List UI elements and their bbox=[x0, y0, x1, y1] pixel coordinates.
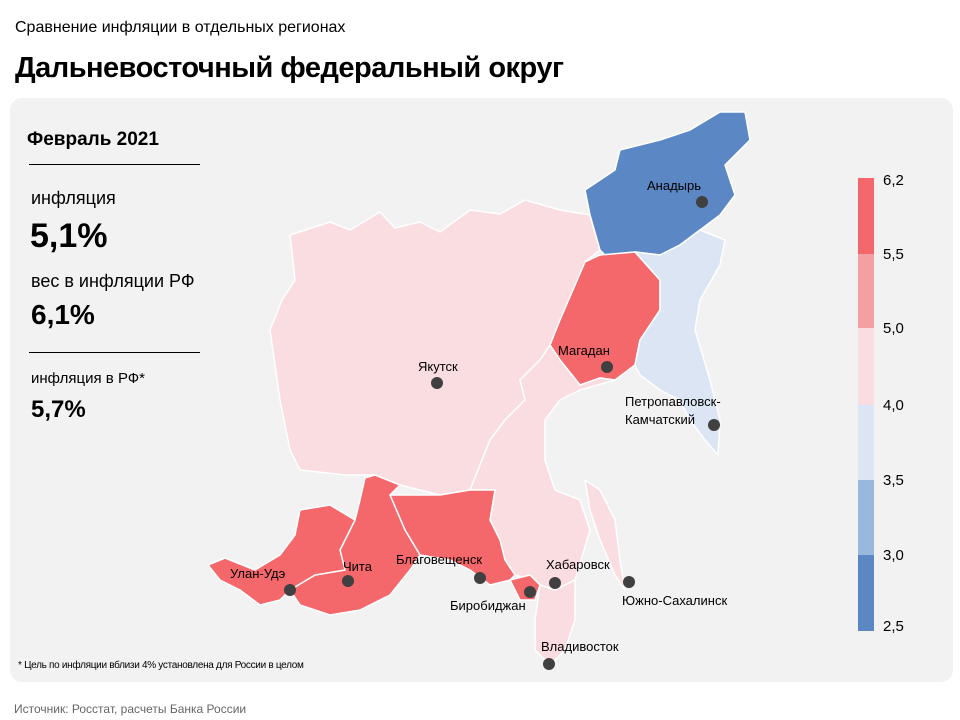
city-birobidzhan: Биробиджан bbox=[450, 598, 526, 613]
footnote: * Цель по инфляции вблизи 4% установлена… bbox=[18, 660, 304, 671]
inflation-label: инфляция bbox=[31, 188, 116, 208]
legend-tick: 5,5 bbox=[883, 246, 904, 263]
rf-inflation-value: 5,7% bbox=[31, 396, 86, 423]
region-amur bbox=[389, 489, 516, 586]
legend-swatch bbox=[858, 328, 874, 405]
weight-value: 6,1% bbox=[31, 299, 95, 330]
divider bbox=[29, 352, 200, 353]
legend-tick: 5,0 bbox=[883, 320, 904, 337]
city-ulan-ude: Улан-Удэ bbox=[230, 566, 286, 581]
legend-swatch bbox=[858, 254, 874, 328]
city-magadan: Магадан bbox=[558, 343, 610, 358]
supertitle: Сравнение инфляции в отдельных регионах bbox=[15, 19, 346, 36]
city-vladivostok: Владивосток bbox=[541, 639, 619, 654]
city-petropavlovsk: Петропавловск-Камчатский bbox=[625, 394, 721, 427]
city-chita: Чита bbox=[343, 559, 372, 574]
city-anadyr: Анадырь bbox=[647, 178, 702, 193]
region-kamchatka bbox=[634, 229, 726, 456]
legend-swatch bbox=[858, 178, 874, 254]
legend-swatch bbox=[858, 555, 874, 631]
weight-label: вес в инфляции РФ bbox=[31, 271, 195, 291]
inflation-value: 5,1% bbox=[30, 217, 108, 255]
source-note: Источник: Росстат, расчеты Банка России bbox=[14, 702, 247, 716]
city-khabarovsk: Хабаровск bbox=[546, 557, 610, 572]
legend-colorbar bbox=[858, 178, 874, 631]
city-yuzhno-sakhalinsk: Южно-Сахалинск bbox=[622, 593, 728, 608]
page-title: Дальневосточный федеральный округ bbox=[15, 52, 564, 84]
legend-tick: 2,5 bbox=[883, 618, 904, 635]
legend-tick: 3,0 bbox=[883, 547, 904, 564]
legend-tick: 3,5 bbox=[883, 472, 904, 489]
region-primorye bbox=[534, 579, 576, 666]
legend-swatch bbox=[858, 480, 874, 555]
legend-swatch bbox=[858, 405, 874, 480]
legend-tick: 6,2 bbox=[883, 172, 904, 189]
region-buryatia bbox=[207, 504, 356, 606]
divider bbox=[29, 164, 200, 165]
period-label: Февраль 2021 bbox=[27, 129, 159, 150]
rf-inflation-label: инфляция в РФ* bbox=[31, 370, 146, 387]
region-sakhalin bbox=[584, 479, 626, 591]
legend-tick: 4,0 bbox=[883, 397, 904, 414]
city-blagoveshchensk: Благовещенск bbox=[396, 552, 483, 567]
city-yakutsk: Якутск bbox=[418, 359, 458, 374]
